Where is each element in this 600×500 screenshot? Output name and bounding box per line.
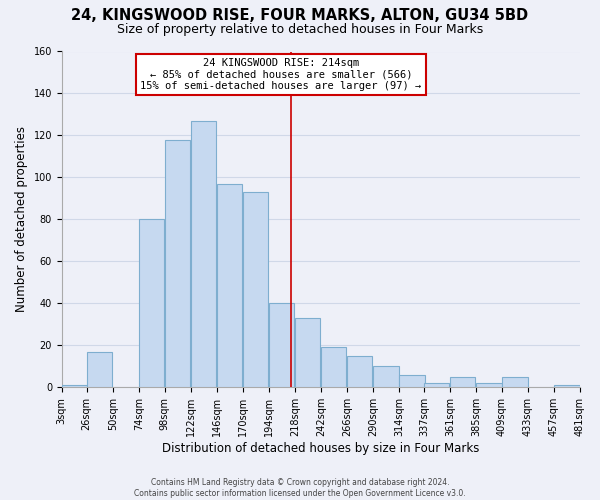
Bar: [243, 192, 268, 388]
Bar: [400, 375, 425, 388]
Y-axis label: Number of detached properties: Number of detached properties: [15, 126, 28, 312]
Bar: [87, 352, 112, 388]
Bar: [139, 220, 164, 388]
Bar: [295, 318, 320, 388]
Bar: [373, 366, 398, 388]
Bar: [217, 184, 242, 388]
Bar: [191, 121, 217, 388]
Bar: [165, 140, 190, 388]
Text: Contains HM Land Registry data © Crown copyright and database right 2024.
Contai: Contains HM Land Registry data © Crown c…: [134, 478, 466, 498]
Text: 24 KINGSWOOD RISE: 214sqm
← 85% of detached houses are smaller (566)
15% of semi: 24 KINGSWOOD RISE: 214sqm ← 85% of detac…: [140, 58, 421, 91]
Text: Size of property relative to detached houses in Four Marks: Size of property relative to detached ho…: [117, 22, 483, 36]
Bar: [451, 377, 475, 388]
X-axis label: Distribution of detached houses by size in Four Marks: Distribution of detached houses by size …: [162, 442, 479, 455]
Text: 24, KINGSWOOD RISE, FOUR MARKS, ALTON, GU34 5BD: 24, KINGSWOOD RISE, FOUR MARKS, ALTON, G…: [71, 8, 529, 22]
Bar: [424, 383, 449, 388]
Bar: [269, 304, 295, 388]
Bar: [347, 356, 373, 388]
Bar: [476, 383, 502, 388]
Bar: [554, 385, 580, 388]
Bar: [62, 385, 88, 388]
Bar: [502, 377, 527, 388]
Bar: [322, 348, 346, 388]
